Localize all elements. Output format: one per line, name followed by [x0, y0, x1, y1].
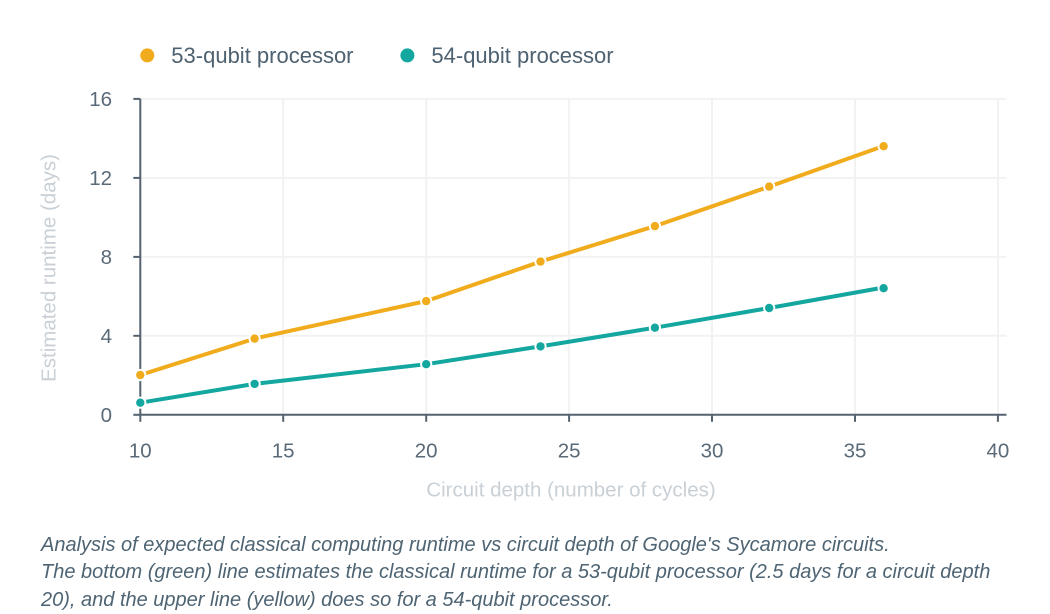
svg-text:35: 35	[844, 439, 867, 462]
svg-text:16: 16	[89, 88, 112, 111]
svg-text:12: 12	[89, 167, 112, 190]
svg-text:25: 25	[558, 439, 581, 462]
svg-text:Estimated runtime (days): Estimated runtime (days)	[38, 154, 61, 382]
svg-text:0: 0	[101, 404, 112, 427]
svg-text:53-qubit processor: 53-qubit processor	[171, 43, 353, 68]
svg-text:15: 15	[272, 439, 295, 462]
svg-text:10: 10	[129, 439, 152, 462]
svg-text:40: 40	[986, 439, 1009, 462]
svg-text:20: 20	[415, 439, 438, 462]
svg-text:8: 8	[101, 246, 112, 269]
svg-text:30: 30	[701, 439, 724, 462]
svg-text:4: 4	[101, 325, 112, 348]
svg-text:Circuit depth (number of cycle: Circuit depth (number of cycles)	[426, 479, 715, 502]
svg-text:54-qubit processor: 54-qubit processor	[431, 43, 613, 68]
